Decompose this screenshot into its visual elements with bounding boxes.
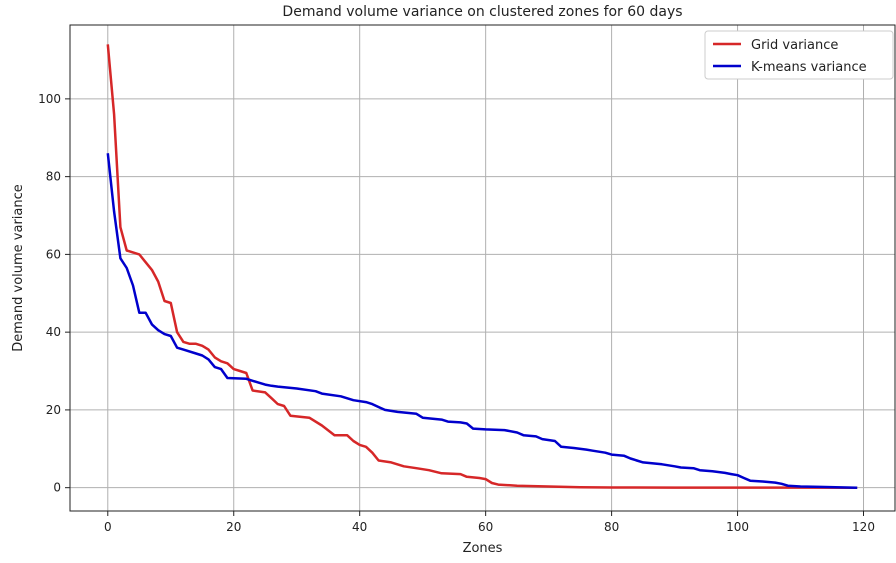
grid-lines: [70, 25, 895, 511]
x-tick-label: 120: [852, 520, 875, 534]
axis-ticks: 0 20 40 60 80 100 120 0 20 40 60 80 100: [38, 92, 875, 534]
x-axis-title: Zones: [463, 541, 503, 556]
legend-box: [704, 30, 894, 80]
series-line-kmeans-variance: [106, 153, 858, 489]
y-axis-title: Demand volume variance: [11, 184, 26, 352]
chart-title: Demand volume variance on clustered zone…: [282, 4, 682, 20]
y-tick-label: 40: [46, 325, 61, 339]
x-tick-label: 0: [104, 520, 112, 534]
series-lines: [106, 44, 858, 489]
plot-frame: [69, 24, 896, 512]
x-tick-label: 80: [604, 520, 619, 534]
y-tick-label: 20: [46, 403, 61, 417]
legend: Grid variance K-means variance: [704, 30, 894, 80]
x-tick-label: 100: [726, 520, 749, 534]
series-line-grid-variance: [106, 44, 858, 489]
legend-label-kmeans-variance: K-means variance: [751, 60, 867, 75]
y-tick-label: 80: [46, 170, 61, 184]
legend-label-grid-variance: Grid variance: [751, 38, 838, 53]
y-tick-label: 60: [46, 247, 61, 261]
y-tick-label: 100: [38, 92, 61, 106]
x-tick-label: 40: [352, 520, 367, 534]
x-tick-label: 60: [478, 520, 493, 534]
x-tick-label: 20: [226, 520, 241, 534]
y-tick-label: 0: [53, 481, 61, 495]
